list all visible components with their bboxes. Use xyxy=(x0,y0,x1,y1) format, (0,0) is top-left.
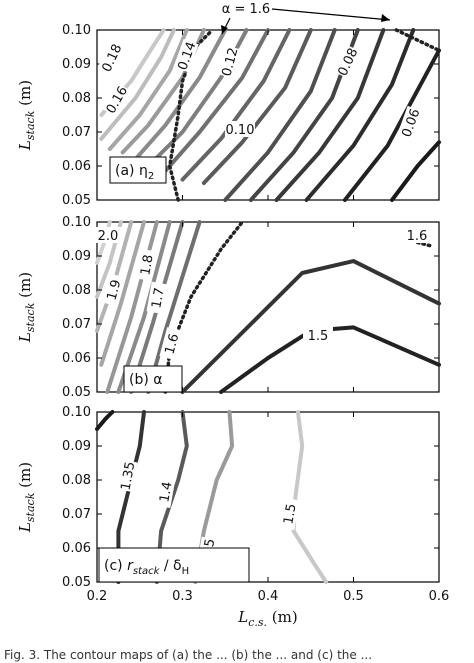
panel-label: (c) rstack / δH xyxy=(104,558,189,577)
contour-label: 1.8 xyxy=(138,254,156,277)
contour-label-bg xyxy=(397,105,423,140)
contour-label-bg xyxy=(278,497,300,530)
panels: 0.05 0.06 0.07 0.08 0.09 0.10 Lstack (m) 0.18 0.… xyxy=(16,2,441,590)
annotation-arrowhead xyxy=(221,25,228,34)
contour-line xyxy=(180,28,292,182)
contour-label-bg xyxy=(154,475,176,508)
dotted-contour-line xyxy=(394,28,441,53)
y-tick-label: 0.08 xyxy=(62,473,91,488)
contour-label-bg xyxy=(173,38,199,73)
contour-label: 1.5 xyxy=(281,503,299,526)
contour-line xyxy=(99,220,146,367)
y-tick-label: 0.10 xyxy=(62,405,91,420)
contour-label: 1.7 xyxy=(149,287,167,310)
contour-line xyxy=(95,410,115,431)
contour-line xyxy=(291,410,329,584)
contour-label: 1.6 xyxy=(163,332,183,356)
y-axis-title: Lstack (m) xyxy=(16,272,37,343)
y-tick-label: 0.07 xyxy=(62,125,91,140)
y-tick-label: 0.09 xyxy=(62,439,91,454)
panel-label-box xyxy=(109,156,167,184)
x-tick-label: 0.3 xyxy=(172,589,193,604)
alpha-annotation: α = 1.6 xyxy=(222,2,270,17)
contour-label-bg xyxy=(402,227,432,243)
y-tick-label: 0.06 xyxy=(62,159,91,174)
y-tick-label: 0.08 xyxy=(62,91,91,106)
contour-label-bg xyxy=(101,82,131,117)
contour-line xyxy=(304,28,416,202)
y-tick-label: 0.10 xyxy=(62,215,91,230)
x-tick-label: 0.2 xyxy=(87,589,108,604)
contour-label: 1.5 xyxy=(308,329,329,344)
contour-label: 1.35 xyxy=(119,461,139,492)
panel-label-box xyxy=(123,365,183,393)
dotted-contour-line xyxy=(163,220,245,394)
y-tick-label: 0.07 xyxy=(62,317,91,332)
panel-label-box xyxy=(98,547,250,583)
contour-label: 0.08 xyxy=(336,46,362,79)
x-tick-label: 0.4 xyxy=(258,589,279,604)
contour-line xyxy=(99,28,176,141)
contour-label-bg xyxy=(225,121,255,137)
y-tick-label: 0.09 xyxy=(62,249,91,264)
y-tick-label: 0.05 xyxy=(62,385,91,400)
panel-0: 0.05 0.06 0.07 0.08 0.09 0.10 Lstack (m) 0.18 0.… xyxy=(16,2,441,208)
contour-label: 0.06 xyxy=(399,107,423,139)
contour-label: 0.12 xyxy=(219,46,241,78)
contour-line xyxy=(201,28,313,185)
y-tick-label: 0.06 xyxy=(62,351,91,366)
contour-label-bg xyxy=(159,327,183,361)
contour-line xyxy=(180,259,441,394)
contour-label-bg xyxy=(93,227,123,243)
contour-line xyxy=(223,28,337,202)
contour-label-bg xyxy=(333,44,361,79)
contour-label: 0.18 xyxy=(100,42,126,75)
panel-1: 0.05 0.06 0.07 0.08 0.09 0.10 Lstack (m) 2.0 1.9… xyxy=(16,215,441,400)
contour-label: 2.0 xyxy=(98,229,119,244)
y-axis-title: Lstack (m) xyxy=(16,462,37,533)
annotation-arrow xyxy=(271,8,391,21)
contour-label: 0.10 xyxy=(226,123,255,138)
y-tick-label: 0.05 xyxy=(62,193,91,208)
contour-label: 1.4 xyxy=(157,481,175,504)
contour-label-bg xyxy=(146,281,168,314)
y-tick-label: 0.08 xyxy=(62,283,91,298)
x-tick-label: 0.5 xyxy=(343,589,364,604)
y-tick-label: 0.07 xyxy=(62,507,91,522)
figure-caption: Fig. 3. The contour maps of (a) the ... … xyxy=(4,648,372,662)
panel-label: (a) η2 xyxy=(115,163,154,182)
contour-line xyxy=(133,28,228,162)
contour-label: 1.6 xyxy=(407,229,428,244)
x-tick-label: 0.6 xyxy=(429,589,450,604)
x-axis-title: Lc.s. (m) xyxy=(237,608,297,629)
y-axis-title: Lstack (m) xyxy=(16,80,37,151)
contour-label: 1.9 xyxy=(105,278,125,302)
contour-line xyxy=(342,48,441,202)
contour-label-bg xyxy=(101,273,125,307)
contour-line xyxy=(390,140,441,202)
contour-line xyxy=(161,28,270,175)
panel-label: (b) α xyxy=(129,372,163,388)
contour-line xyxy=(107,28,189,151)
contour-label-bg xyxy=(97,40,125,75)
y-tick-label: 0.06 xyxy=(62,541,91,556)
contour-label-bg xyxy=(303,327,333,343)
annotation-arrowhead xyxy=(381,14,390,22)
contour-label-bg xyxy=(135,248,157,281)
x-axis: 0.2 0.3 0.4 0.5 0.6 Lc.s. (m) Fig. 3. The cont… xyxy=(4,589,449,662)
y-tick-label: 0.10 xyxy=(62,23,91,38)
contour-label-bg xyxy=(217,45,241,79)
y-tick-label: 0.09 xyxy=(62,57,91,72)
panel-2: 0.05 0.06 0.07 0.08 0.09 0.10 Lstack (m) 1.35 1.… xyxy=(16,405,440,590)
contour-label-bg xyxy=(116,459,138,492)
y-tick-label: 0.05 xyxy=(62,575,91,590)
contour-line xyxy=(274,28,386,202)
